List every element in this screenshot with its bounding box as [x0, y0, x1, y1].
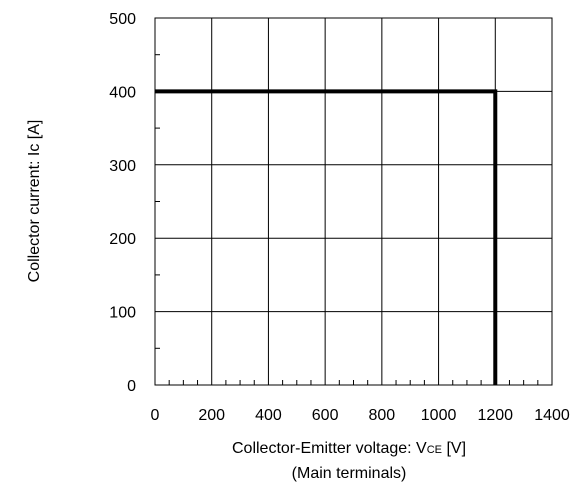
y-tick-label: 500	[109, 11, 136, 28]
y-tick-label: 200	[109, 231, 136, 248]
y-axis-title: Collector current: Ic [A]	[26, 120, 43, 283]
soa-boundary-line	[155, 89, 498, 385]
x-tick-labels: 0 200 400 600 800 1000 1200 1400	[151, 407, 570, 424]
x-axis-note: (Main terminals)	[292, 465, 407, 482]
minor-ticks	[155, 54, 539, 385]
plot-frame	[154, 17, 553, 386]
grid-lines	[155, 18, 552, 385]
x-tick-label: 800	[369, 407, 396, 424]
series-group	[155, 89, 498, 385]
x-tick-label: 1400	[534, 407, 570, 424]
x-tick-label: 400	[255, 407, 282, 424]
x-axis-title: Collector-Emitter voltage: VCE [V]	[232, 440, 466, 457]
x-tick-label: 1200	[477, 407, 513, 424]
y-tick-label: 300	[109, 158, 136, 175]
y-tick-label: 400	[109, 84, 136, 101]
x-tick-label: 200	[198, 407, 225, 424]
y-tick-labels: 0 100 200 300 400 500	[109, 11, 136, 395]
y-tick-label: 0	[127, 378, 136, 395]
x-tick-label: 1000	[421, 407, 457, 424]
x-tick-label: 0	[151, 407, 160, 424]
y-tick-label: 100	[109, 305, 136, 322]
x-tick-label: 600	[312, 407, 339, 424]
